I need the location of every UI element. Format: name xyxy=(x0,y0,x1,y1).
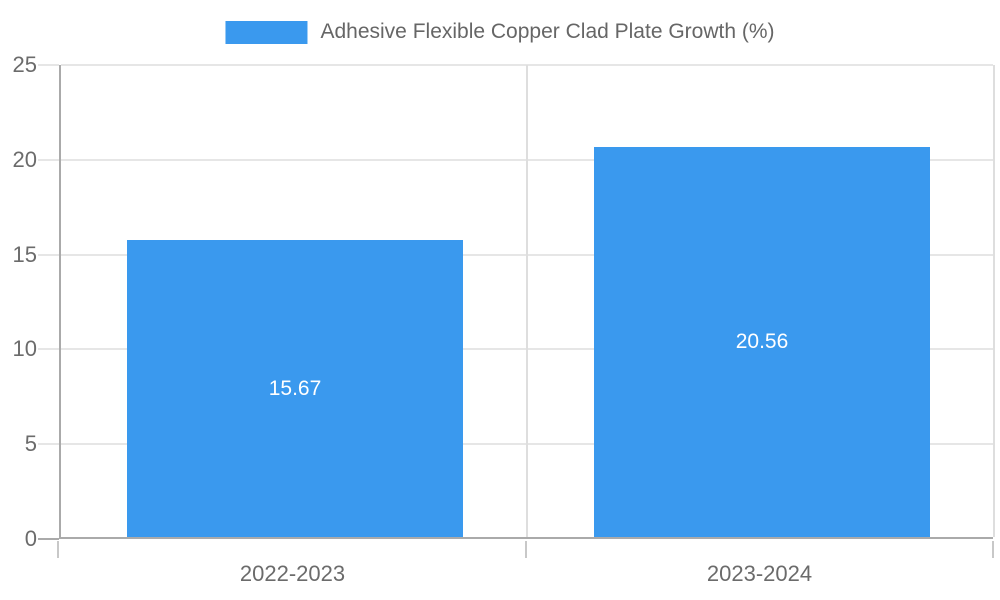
plot-area: 15.67 20.56 xyxy=(59,64,995,539)
x-tick-label: 2023-2024 xyxy=(706,561,813,586)
bar-value-label: 15.67 xyxy=(268,376,322,400)
x-tick xyxy=(992,541,994,558)
y-tick xyxy=(38,158,59,161)
y-tick xyxy=(38,253,59,256)
y-tick-label: 0 xyxy=(24,526,37,551)
gridline-vertical xyxy=(993,65,995,537)
y-tick-label: 25 xyxy=(12,52,37,77)
y-tick-label: 20 xyxy=(12,146,37,172)
legend-label: Adhesive Flexible Copper Clad Plate Grow… xyxy=(320,20,775,43)
x-tick xyxy=(525,541,527,558)
legend-swatch-icon xyxy=(225,20,308,44)
y-tick-label: 5 xyxy=(24,431,37,457)
bar[interactable]: 15.67 xyxy=(127,240,463,537)
x-tick-label: 2022-2023 xyxy=(239,561,346,586)
y-tick-label: 10 xyxy=(12,336,37,362)
y-tick xyxy=(38,443,59,446)
y-tick xyxy=(38,348,59,351)
chart-legend[interactable]: Adhesive Flexible Copper Clad Plate Grow… xyxy=(225,17,775,47)
bar[interactable]: 20.56 xyxy=(594,147,930,537)
bar-value-label: 20.56 xyxy=(735,330,789,353)
gridline-vertical xyxy=(526,65,528,537)
x-tick xyxy=(57,541,59,558)
y-tick xyxy=(38,538,59,540)
y-tick xyxy=(38,64,59,66)
y-tick-label: 15 xyxy=(12,241,37,267)
